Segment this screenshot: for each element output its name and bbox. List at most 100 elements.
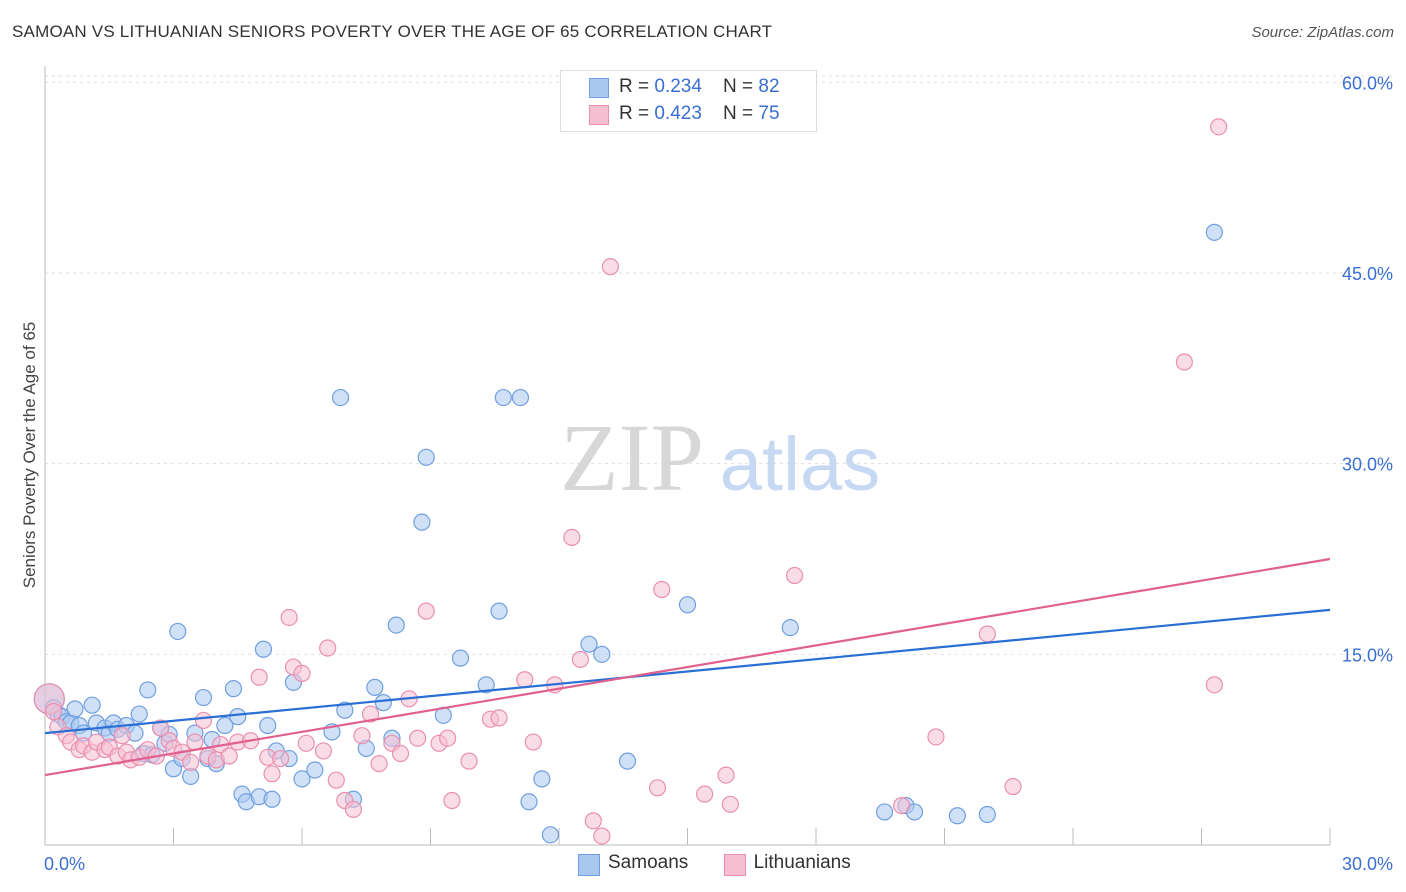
lithuanian-point	[648, 779, 667, 797]
lithuanian-point	[696, 785, 714, 803]
watermark: ZIP atlas	[560, 404, 880, 511]
samoan-point	[259, 716, 277, 735]
lithuanian-point	[516, 671, 534, 689]
lithuanian-point	[601, 258, 620, 276]
lithuanian-point	[353, 727, 371, 745]
lithuanian-point	[460, 752, 478, 770]
samoan-point	[781, 619, 799, 637]
samoan-point	[520, 793, 538, 811]
lithuanian-point	[344, 800, 362, 819]
samoan-point	[494, 388, 512, 407]
samoan-point	[374, 694, 392, 712]
lithuanian-point	[417, 602, 435, 620]
lithuanian-point	[44, 702, 63, 721]
lithuanian-points	[33, 118, 1228, 845]
lithuanian-point	[220, 747, 238, 765]
lithuanian-point	[439, 729, 457, 747]
lithuanian-point	[653, 580, 671, 599]
samoan-point	[948, 807, 966, 825]
samoan-point	[254, 640, 273, 658]
samoan-point	[541, 826, 560, 844]
samoan-point	[306, 761, 324, 779]
samoan-point	[229, 708, 247, 726]
samoan-trend-line	[44, 608, 1331, 735]
lithuanian-point	[490, 709, 508, 727]
samoan-point	[978, 805, 996, 824]
legend-stats: R = 0.234 N = 82 R = 0.423 N = 75	[560, 70, 817, 132]
watermark-zip: ZIP	[560, 404, 704, 511]
samoan-point	[417, 448, 435, 466]
lithuanian-point	[717, 766, 735, 784]
lithuanian-point	[271, 749, 290, 768]
lithuanian-point	[593, 827, 611, 845]
legend-item-lithuanians[interactable]: Lithuanians	[723, 852, 851, 876]
samoan-point	[490, 602, 508, 620]
lithuanian-point	[370, 755, 388, 773]
n-value: 75	[758, 103, 780, 124]
lithuanians-swatch	[589, 105, 609, 125]
r-value: 0.423	[654, 103, 702, 124]
samoans-swatch	[578, 854, 600, 876]
lithuanian-point	[361, 705, 380, 723]
lithuanian-point	[785, 566, 804, 585]
lithuanian-point	[1205, 676, 1223, 694]
lithuanian-point	[443, 791, 461, 810]
trend-lines	[44, 557, 1331, 777]
r-value: 0.234	[654, 76, 702, 97]
lithuanian-point	[194, 711, 213, 730]
lithuanian-point	[391, 744, 410, 763]
samoan-point	[413, 513, 431, 531]
legend-label: Lithuanians	[753, 852, 851, 873]
samoan-point	[511, 388, 530, 407]
lithuanian-trend-line	[44, 557, 1331, 777]
samoan-point	[580, 635, 598, 653]
lithuanian-point	[927, 728, 945, 746]
legend-series: Samoans Lithuanians	[578, 852, 881, 876]
lithuanian-point	[563, 528, 581, 547]
lithuanian-point	[893, 796, 911, 815]
axes	[44, 66, 1331, 846]
legend-item-samoans[interactable]: Samoans	[578, 852, 689, 876]
r-label: R =	[619, 76, 655, 97]
samoan-point	[336, 701, 354, 719]
samoan-point	[169, 622, 187, 641]
lithuanian-point	[314, 742, 333, 760]
lithuanians-swatch	[723, 854, 746, 876]
samoan-point	[331, 388, 350, 407]
samoan-point	[477, 676, 495, 694]
samoan-point	[1205, 223, 1223, 241]
lithuanian-point	[584, 812, 602, 830]
samoan-point	[139, 681, 157, 699]
samoan-point	[533, 770, 551, 788]
chart-title: SAMOAN VS LITHUANIAN SENIORS POVERTY OVE…	[12, 22, 773, 41]
samoan-point	[618, 752, 637, 770]
samoan-point	[83, 696, 101, 714]
lithuanian-point	[186, 733, 204, 751]
samoan-point	[263, 790, 281, 808]
samoan-point	[194, 688, 213, 707]
lithuanian-point	[1004, 777, 1022, 796]
y-axis-label: Seniors Poverty Over the Age of 65	[20, 321, 39, 589]
source-label: Source: ZipAtlas.com	[1251, 24, 1394, 41]
y-tick-label: 15.0%	[1342, 645, 1393, 665]
lithuanian-point	[524, 733, 542, 751]
legend-label: Samoans	[608, 852, 689, 873]
lithuanian-point	[263, 765, 281, 783]
n-label: N =	[723, 103, 759, 124]
samoan-point	[216, 716, 234, 735]
samoan-point	[593, 645, 611, 663]
samoan-point	[678, 596, 697, 614]
lithuanian-point	[409, 729, 427, 747]
samoan-point	[66, 700, 84, 718]
samoan-point	[451, 649, 470, 667]
n-label: N =	[723, 76, 759, 97]
lithuanian-point	[250, 668, 268, 686]
r-label: R =	[619, 103, 655, 124]
lithuanian-point	[319, 639, 337, 657]
lithuanian-point	[113, 727, 131, 745]
lithuanian-point	[1175, 353, 1193, 371]
n-value: 82	[758, 76, 780, 97]
samoan-point	[224, 680, 243, 698]
x-tick-label: 30.0%	[1342, 854, 1393, 874]
